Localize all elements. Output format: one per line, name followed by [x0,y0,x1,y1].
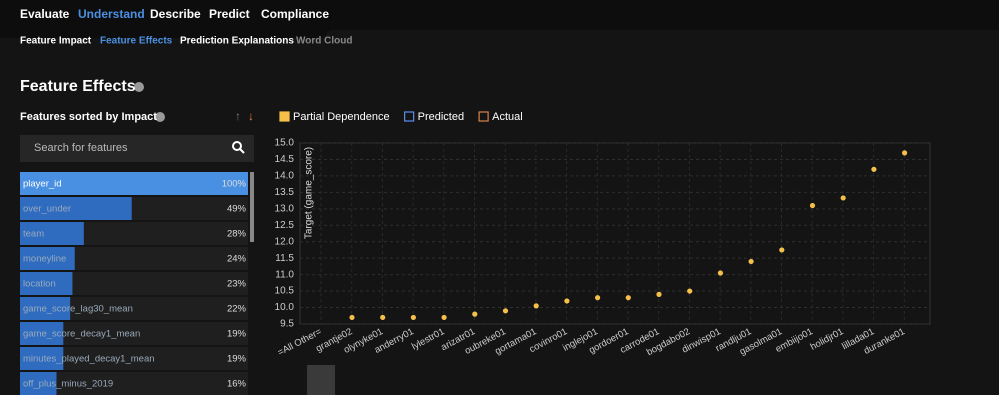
feature-name: team [23,229,44,240]
y-tick-label: 10.0 [275,302,295,313]
impact-bar [20,197,132,220]
feature-impact: 100% [222,179,247,190]
feature-row[interactable] [20,272,248,295]
legend-label[interactable]: Partial Dependence [293,111,390,123]
y-axis-label: Target (game_score) [304,147,315,239]
y-tick-label: 12.0 [275,236,295,247]
y-tick-label: 9.5 [280,319,294,330]
feature-impact: 24% [227,254,247,265]
feature-impact: 16% [227,379,247,390]
feature-name: off_plus_minus_2019 [23,379,113,390]
nav-tab[interactable]: Evaluate [20,7,70,21]
feature-impact: 28% [227,229,247,240]
feature-name: player_id [23,179,62,190]
nav-tab[interactable]: Predict [209,7,250,21]
data-point[interactable] [564,298,570,304]
nav-tab[interactable]: Describe [150,7,201,21]
impact-bar [20,172,248,195]
feature-row[interactable] [20,322,248,345]
info-icon[interactable] [155,112,165,122]
y-tick-label: 15.0 [275,138,295,149]
data-point[interactable] [809,202,816,209]
feature-name: game_score_lag30_mean [23,304,133,315]
feature-impact: 49% [227,204,247,215]
data-point[interactable] [656,291,662,297]
feature-impact: 23% [227,279,247,290]
feature-impact: 19% [227,354,247,365]
sub-tab[interactable]: Prediction Explanations [180,36,294,47]
sub-tab[interactable]: Word Cloud [296,36,352,47]
feature-row[interactable] [20,247,248,270]
data-point[interactable] [625,295,631,301]
scrollbar[interactable] [250,172,254,242]
data-point[interactable] [902,150,908,156]
legend-label[interactable]: Actual [492,111,523,123]
y-tick-label: 13.0 [275,203,295,214]
impact-bar [20,322,64,345]
sub-tab[interactable]: Feature Impact [20,36,92,47]
legend-checkbox[interactable] [404,111,415,122]
data-point[interactable] [840,195,846,201]
y-tick-label: 14.5 [275,154,295,165]
scroll-handle[interactable] [307,365,335,395]
data-point[interactable] [349,314,355,321]
feature-name: location [23,279,56,290]
y-tick-label: 13.5 [275,187,295,198]
data-point[interactable] [748,258,754,265]
y-tick-label: 11.0 [275,269,294,280]
nav-tab[interactable]: Compliance [261,7,329,21]
legend-checkbox[interactable] [478,111,489,122]
sub-tab[interactable]: Feature Effects [100,36,173,47]
data-point[interactable] [441,314,447,321]
feature-row[interactable] [20,347,248,370]
page-title: Feature Effects [20,78,136,95]
impact-bar [20,372,57,395]
feature-name: over_under [23,204,71,215]
impact-bar [20,272,73,295]
feature-impact: 22% [227,304,247,315]
feature-row[interactable] [20,297,248,320]
search-placeholder[interactable]: Search for features [34,142,128,154]
data-point[interactable] [871,166,877,172]
panel-title: Features sorted by Impact [20,111,157,123]
data-point[interactable] [472,311,478,317]
data-point[interactable] [687,288,693,294]
y-tick-label: 10.5 [275,286,295,297]
y-tick-label: 14.0 [275,171,295,182]
impact-bar [20,297,71,320]
impact-bar [20,347,64,370]
feature-name: moneyline [23,254,66,265]
feature-name: game_score_decay1_mean [23,329,140,340]
data-point[interactable] [717,270,724,276]
data-point[interactable] [410,314,416,321]
feature-impact: 19% [227,329,247,340]
legend-label[interactable]: Predicted [418,111,464,123]
data-point[interactable] [779,247,785,253]
data-point[interactable] [502,308,509,314]
y-tick-label: 12.5 [275,220,295,231]
data-point[interactable] [380,314,386,321]
nav-tab[interactable]: Understand [78,7,145,21]
data-point[interactable] [533,303,539,309]
info-icon[interactable] [134,82,144,92]
impact-bar [20,247,75,270]
search-icon[interactable] [232,141,242,151]
search-icon [239,148,245,154]
impact-bar [20,222,84,245]
feature-row[interactable] [20,372,248,395]
sort-down[interactable]: ↓ [248,109,254,123]
y-tick-label: 11.5 [275,253,294,264]
feature-name: minutes_played_decay1_mean [23,354,155,365]
legend-checkbox[interactable] [279,111,290,122]
sort-up[interactable]: ↑ [235,109,241,123]
data-point[interactable] [595,295,601,301]
nav-bar [0,0,999,38]
search-box[interactable] [20,135,254,162]
